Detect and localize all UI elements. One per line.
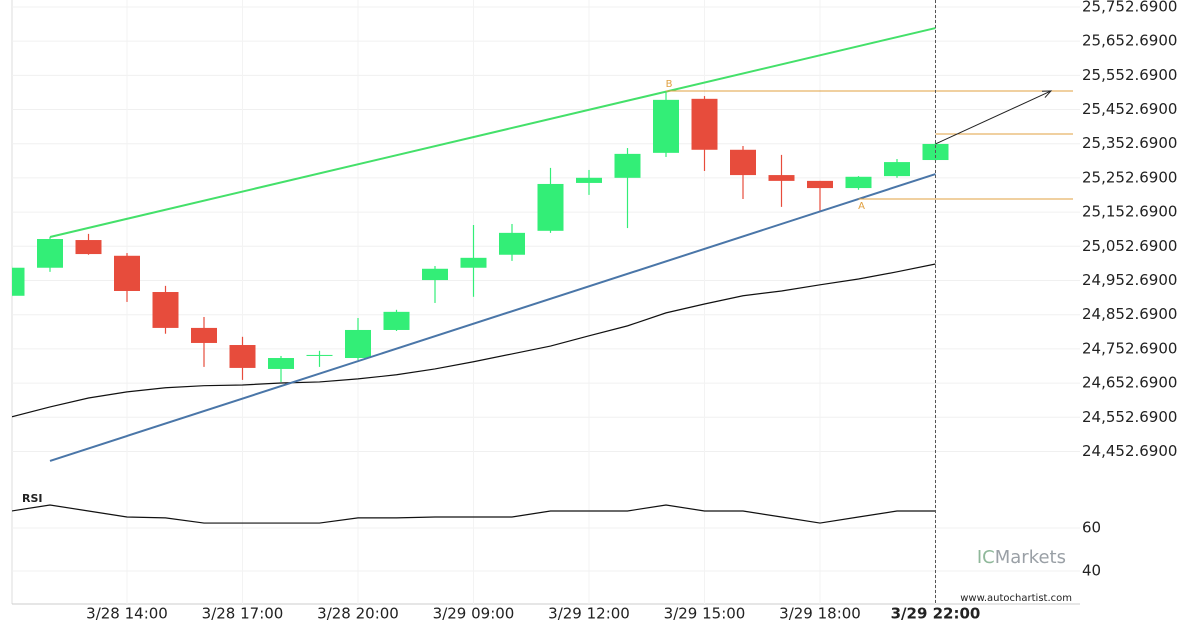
forecast-arrow [935, 90, 1052, 145]
watermark: ICMarkets [977, 547, 1066, 568]
candle-body [268, 358, 294, 369]
candle-body [499, 232, 525, 255]
source: www.autochartist.com [960, 593, 1072, 604]
point-label: A [858, 201, 865, 212]
x-tick-label: 3/29 18:00 [779, 605, 861, 623]
watermark-prefix: IC [977, 547, 995, 568]
candle-body [75, 240, 102, 255]
x-tick-label: 3/28 14:00 [86, 605, 168, 623]
candle-body [537, 183, 564, 231]
rsi-label: RSI [22, 492, 43, 505]
candle-body [383, 311, 410, 330]
y-tick-label: 25,352.6900 [1082, 134, 1177, 152]
y-tick-label: 24,752.6900 [1082, 339, 1177, 357]
x-tick-label: 3/28 20:00 [317, 605, 399, 623]
y-tick-label: 25,452.6900 [1082, 100, 1177, 118]
x-tick-label: 3/28 17:00 [202, 605, 284, 623]
watermark-name: Markets [995, 547, 1066, 568]
candle-body [306, 354, 333, 356]
candle-body [229, 345, 256, 368]
candle-body [730, 149, 756, 176]
candle-body [37, 239, 63, 268]
x-tick-label: 3/29 15:00 [664, 605, 746, 623]
x-tick-label: 3/29 12:00 [548, 605, 630, 623]
candle-body [191, 327, 217, 343]
y-tick-label: 25,552.6900 [1082, 66, 1177, 84]
rsi-line [12, 504, 936, 524]
candle-body [460, 257, 487, 268]
candle-body [653, 99, 679, 153]
point-label: B [666, 79, 673, 90]
y-tick-label: 24,952.6900 [1082, 271, 1177, 289]
candle-body [614, 153, 641, 178]
candle-body [345, 329, 371, 359]
x-tick-label: 3/29 22:00 [891, 605, 981, 623]
trendline [49, 27, 936, 238]
y-tick-label: 25,152.6900 [1082, 203, 1177, 221]
y-tick-label: 24,552.6900 [1082, 408, 1177, 426]
y-tick-label: 25,052.6900 [1082, 237, 1177, 255]
y-tick-label: 24,452.6900 [1082, 442, 1177, 460]
y-tick-label: 25,652.6900 [1082, 32, 1177, 50]
x-tick-label: 3/29 09:00 [433, 605, 515, 623]
candle-body [114, 255, 140, 291]
candle-body [422, 268, 448, 281]
y-tick-label: 24,852.6900 [1082, 305, 1177, 323]
y-tick-label: 25,752.6900 [1082, 0, 1177, 15]
plot-area: BA [12, 0, 1080, 604]
rsi-tick-label: 40 [1082, 561, 1101, 579]
candle-body [691, 98, 718, 150]
candle-body [884, 162, 910, 177]
candle-body [576, 177, 602, 183]
candle-body [768, 175, 795, 181]
candle-body [845, 176, 872, 189]
arrow-head [1041, 90, 1053, 98]
rsi-tick-label: 60 [1082, 518, 1101, 536]
moving-average [12, 263, 936, 418]
candle-body [807, 180, 833, 189]
trendline [49, 173, 936, 462]
y-tick-label: 25,252.6900 [1082, 168, 1177, 186]
candle-body [152, 292, 179, 328]
y-tick-label: 24,652.6900 [1082, 374, 1177, 392]
candle-body [12, 267, 25, 296]
